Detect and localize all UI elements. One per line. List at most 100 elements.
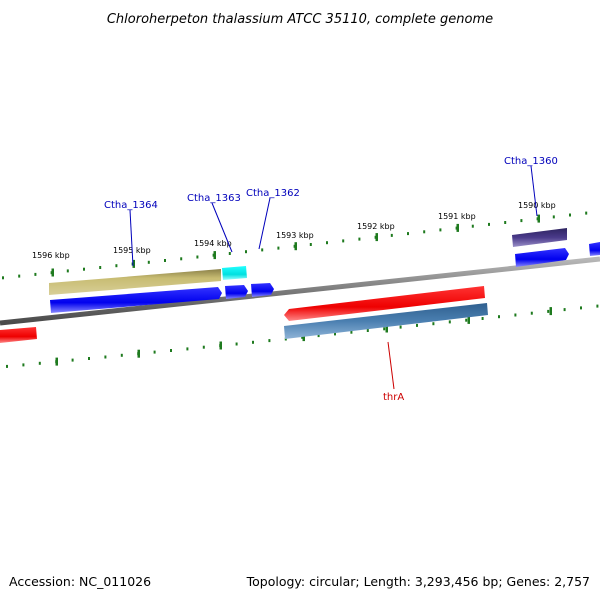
feature-cyan[interactable] xyxy=(222,266,247,280)
inner-minor-tick xyxy=(170,349,172,352)
leader-ctha-1360 xyxy=(530,165,538,217)
cds-red-thra[interactable] xyxy=(284,286,485,321)
inner-minor-tick xyxy=(481,317,484,320)
inner-minor-tick xyxy=(465,318,468,322)
tick-label-1591: 1591 kbp xyxy=(438,212,476,221)
inner-minor-tick xyxy=(514,313,517,317)
outer-minor-tick xyxy=(342,239,345,243)
outer-minor-tick xyxy=(180,257,183,261)
outer-minor-tick xyxy=(326,241,328,245)
inner-minor-tick xyxy=(563,308,566,312)
outer-major-tick xyxy=(375,233,378,242)
cds-blue-3[interactable] xyxy=(251,283,274,297)
inner-minor-tick xyxy=(22,363,25,367)
outer-minor-tick xyxy=(147,260,150,264)
map-title: Chloroherpeton thalassium ATCC 35110, co… xyxy=(107,12,493,27)
inner-minor-tick xyxy=(153,350,156,354)
cds-blue-2[interactable] xyxy=(225,285,248,299)
inner-minor-tick xyxy=(317,334,320,338)
inner-major-tick xyxy=(219,341,222,350)
outer-minor-tick xyxy=(115,264,118,268)
inner-minor-tick xyxy=(235,342,238,346)
inner-minor-tick xyxy=(104,355,107,359)
cds-blue-4[interactable] xyxy=(515,248,569,267)
outer-minor-tick xyxy=(18,274,21,278)
outer-minor-tick xyxy=(439,228,442,232)
genome-backbone xyxy=(0,256,600,326)
inner-minor-tick xyxy=(580,306,582,310)
tick-label-1594: 1594 kbp xyxy=(194,239,232,248)
gene-label-ctha-1360[interactable]: Ctha_1360 xyxy=(504,156,558,167)
inner-major-tick xyxy=(385,324,388,333)
outer-minor-tick xyxy=(504,221,507,224)
inner-minor-tick xyxy=(366,329,369,332)
gene-label-ctha-1362[interactable]: Ctha_1362 xyxy=(246,188,300,199)
outer-major-tick xyxy=(51,268,54,277)
leader-ctha-1363 xyxy=(211,202,233,253)
leader-thra xyxy=(387,341,395,390)
inner-minor-tick xyxy=(6,364,8,368)
inner-minor-tick xyxy=(38,361,41,365)
gene-label-ctha-1363[interactable]: Ctha_1363 xyxy=(187,193,241,204)
inner-major-tick xyxy=(302,333,305,342)
inner-minor-tick xyxy=(383,327,386,331)
outer-minor-tick xyxy=(390,233,393,237)
outer-major-tick xyxy=(294,242,297,251)
inner-minor-tick xyxy=(596,304,599,308)
outer-minor-tick xyxy=(471,224,474,228)
inner-minor-tick xyxy=(399,325,402,329)
outer-minor-tick xyxy=(407,232,409,236)
outer-minor-tick xyxy=(245,250,247,254)
leader-ctha-1364 xyxy=(129,209,134,267)
inner-minor-tick xyxy=(186,347,189,351)
cds-red-left[interactable] xyxy=(0,327,37,343)
outer-minor-tick xyxy=(488,222,490,226)
inner-minor-tick xyxy=(284,337,287,341)
gene-label-thra[interactable]: thrA xyxy=(383,392,404,403)
accession-text: Accession: NC_011026 xyxy=(9,574,151,589)
outer-minor-tick xyxy=(66,269,69,273)
outer-minor-tick xyxy=(277,246,280,250)
tick-label-1592: 1592 kbp xyxy=(357,222,395,231)
cds-blue-1[interactable] xyxy=(50,287,222,313)
outer-minor-tick xyxy=(164,259,166,262)
cds-blue-5[interactable] xyxy=(589,242,600,256)
inner-minor-tick xyxy=(432,322,435,326)
feature-olive[interactable] xyxy=(49,269,221,295)
tick-label-1590: 1590 kbp xyxy=(518,201,556,210)
inner-minor-tick xyxy=(547,309,550,313)
outer-minor-tick xyxy=(552,215,555,219)
outer-minor-tick xyxy=(228,252,231,255)
genome-summary-text: Topology: circular; Length: 3,293,456 bp… xyxy=(246,574,590,589)
outer-tick-row xyxy=(2,211,588,280)
inner-minor-tick xyxy=(530,311,533,315)
outer-minor-tick xyxy=(83,267,85,271)
inner-minor-tick xyxy=(202,345,205,349)
gene-label-ctha-1364[interactable]: Ctha_1364 xyxy=(104,200,158,211)
inner-minor-tick xyxy=(268,339,271,343)
outer-minor-tick xyxy=(520,219,523,223)
inner-major-tick xyxy=(55,357,58,366)
inner-minor-tick xyxy=(498,315,500,319)
inner-minor-tick xyxy=(71,358,74,362)
leader-ctha-1362 xyxy=(258,197,271,250)
inner-minor-tick xyxy=(448,320,451,324)
inner-minor-tick xyxy=(120,353,123,357)
outer-major-tick xyxy=(132,259,135,268)
inner-major-tick xyxy=(137,349,140,358)
inner-minor-tick xyxy=(88,357,90,360)
inner-minor-tick xyxy=(301,335,304,339)
feature-purple[interactable] xyxy=(512,228,567,247)
outer-minor-tick xyxy=(309,243,312,246)
outer-major-tick xyxy=(456,223,459,232)
inner-tick-row xyxy=(6,304,599,368)
outer-minor-tick xyxy=(34,272,37,276)
inner-minor-tick xyxy=(350,330,353,334)
feature-steel[interactable] xyxy=(284,303,488,339)
outer-minor-tick xyxy=(569,213,571,217)
inner-minor-tick xyxy=(252,340,254,344)
outer-minor-tick xyxy=(99,266,102,269)
inner-major-tick xyxy=(549,307,552,316)
inner-minor-tick xyxy=(416,323,418,327)
